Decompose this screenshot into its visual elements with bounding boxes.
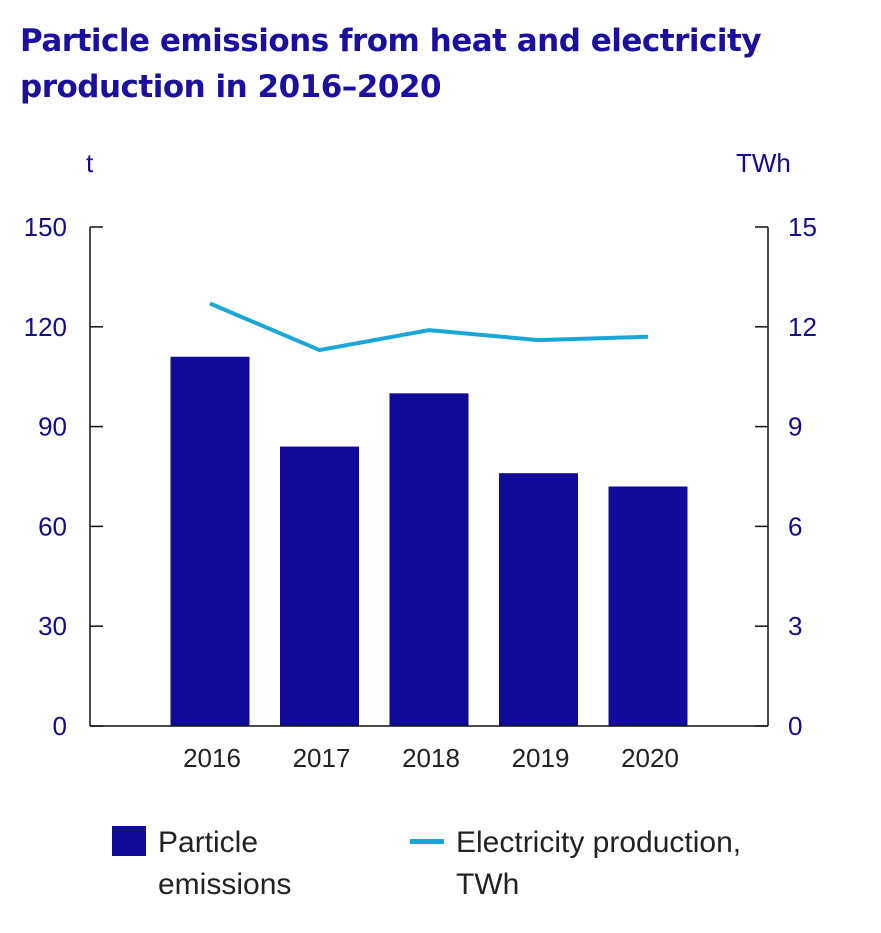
bar-2018 (389, 393, 469, 726)
bar-2017 (280, 446, 359, 726)
x-axis-ticks: 2016 2017 2018 2019 2020 (183, 743, 679, 773)
x-tick-label: 2016 (183, 743, 241, 773)
line-series (209, 301, 649, 353)
chart-title: Particle emissions from heat and electri… (20, 23, 762, 105)
left-tick-label: 30 (38, 611, 67, 641)
right-axis-unit: TWh (736, 148, 791, 178)
x-tick-label: 2017 (293, 743, 351, 773)
x-tick-label: 2020 (621, 743, 679, 773)
right-tick-label: 0 (788, 711, 802, 741)
right-tick-label: 3 (788, 611, 802, 641)
x-tick-label: 2019 (512, 743, 570, 773)
bar-2019 (499, 473, 578, 726)
right-tick-label: 12 (788, 312, 817, 342)
electricity-production-line (209, 301, 649, 353)
right-tick-label: 6 (788, 511, 802, 541)
right-tick-label: 15 (788, 212, 817, 242)
bar-series (170, 356, 688, 726)
legend-line-swatch (410, 839, 444, 844)
bar-2016 (170, 356, 250, 726)
left-tick-label: 0 (53, 711, 67, 741)
legend-label-particle-emissions: Particle emissions (158, 826, 292, 901)
left-axis-unit: t (86, 148, 94, 178)
legend-label-electricity-production: Electricity production, TWh (456, 826, 742, 901)
left-tick-label: 150 (24, 212, 67, 242)
left-tick-label: 60 (38, 511, 67, 541)
bar-2020 (608, 486, 688, 726)
left-tick-label: 120 (24, 312, 67, 342)
x-tick-label: 2018 (402, 743, 460, 773)
left-tick-label: 90 (38, 412, 67, 442)
legend-bar-swatch (112, 826, 146, 856)
right-tick-label: 9 (788, 412, 802, 442)
axes: 0 0 30 3 60 6 90 9 120 12 150 15 (24, 212, 817, 741)
